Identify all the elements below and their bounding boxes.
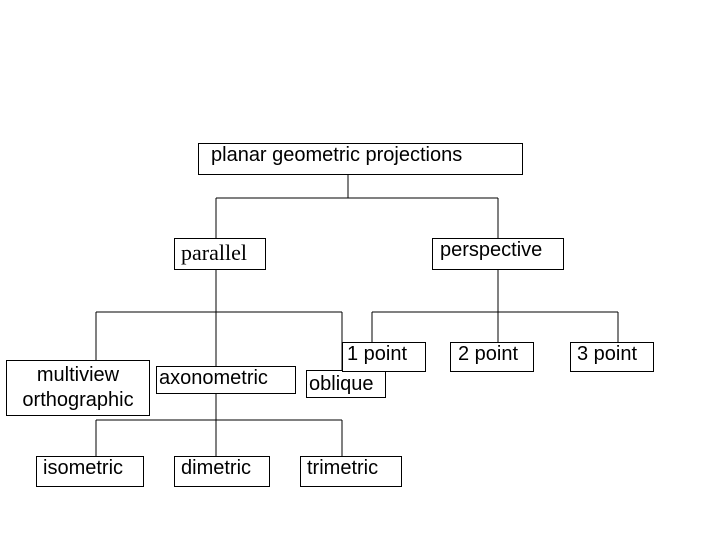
node-1-point: 1 point bbox=[342, 342, 426, 372]
node-label: planar geometric projections bbox=[211, 144, 463, 166]
node-perspective: perspective bbox=[432, 238, 564, 270]
node-trimetric: trimetric bbox=[300, 456, 402, 487]
node-dimetric: dimetric bbox=[174, 456, 270, 487]
node-isometric: isometric bbox=[36, 456, 144, 487]
node-multiview-orthographic: multiview orthographic bbox=[6, 360, 150, 416]
node-label-line2: orthographic bbox=[22, 389, 134, 411]
node-label: axonometric bbox=[159, 367, 268, 389]
node-label: 1 point bbox=[347, 343, 408, 365]
node-axonometric: axonometric bbox=[156, 366, 296, 394]
node-2-point: 2 point bbox=[450, 342, 534, 372]
node-oblique: oblique bbox=[306, 370, 386, 398]
node-label: isometric bbox=[43, 457, 124, 479]
node-label: trimetric bbox=[307, 457, 379, 479]
node-planar-geometric-projections: planar geometric projections bbox=[198, 143, 523, 175]
node-label: dimetric bbox=[181, 457, 252, 479]
node-label: parallel bbox=[181, 240, 247, 265]
node-label: perspective bbox=[440, 239, 543, 261]
node-parallel: parallel bbox=[174, 238, 266, 270]
node-label: 3 point bbox=[577, 343, 638, 365]
node-label: oblique bbox=[309, 373, 374, 395]
node-3-point: 3 point bbox=[570, 342, 654, 372]
node-label: 2 point bbox=[458, 343, 519, 365]
node-label-line1: multiview bbox=[36, 364, 120, 386]
